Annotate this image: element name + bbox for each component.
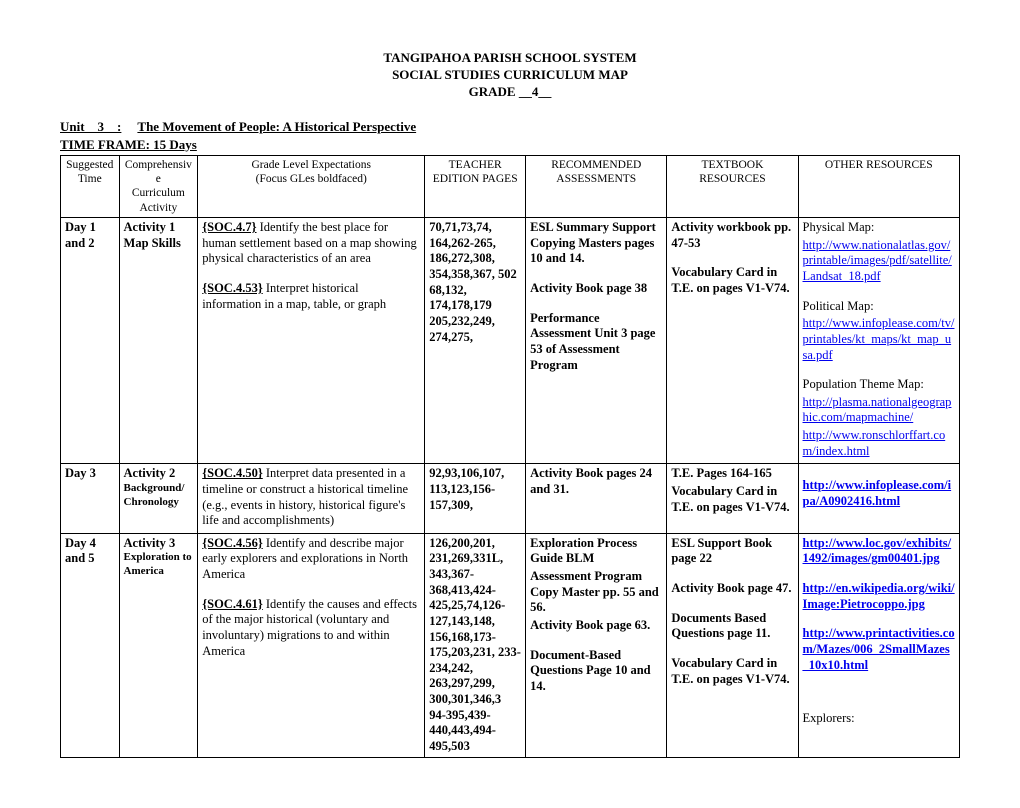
cell-textbook: T.E. Pages 164-165 Vocabulary Card in T.… — [667, 464, 798, 534]
link[interactable]: http://www.printactivities.com/Mazes/006… — [803, 626, 955, 671]
cell-tep: 70,71,73,74, 164,262-265, 186,272,308, 3… — [425, 218, 526, 464]
table-row: Day 1 and 2 Activity 1 Map Skills {SOC.4… — [61, 218, 960, 464]
curriculum-table: Suggested Time Comprehensive Curriculum … — [60, 155, 960, 758]
cell-resources: Physical Map: http://www.nationalatlas.g… — [798, 218, 959, 464]
unit-line: Unit__3__: The Movement of People: A His… — [60, 119, 960, 135]
header-line2: SOCIAL STUDIES CURRICULUM MAP — [60, 67, 960, 84]
cell-time: Day 1 and 2 — [61, 218, 120, 464]
cell-activity: Activity 1 Map Skills — [119, 218, 198, 464]
cell-activity: Activity 3 Exploration to America — [119, 533, 198, 757]
th-tep: TEACHER EDITION PAGES — [425, 155, 526, 218]
cell-time: Day 4 and 5 — [61, 533, 120, 757]
doc-header: TANGIPAHOA PARISH SCHOOL SYSTEM SOCIAL S… — [60, 50, 960, 101]
link[interactable]: http://www.infoplease.com/tv/printables/… — [803, 316, 955, 361]
link[interactable]: http://www.ronschlorffart.com/index.html — [803, 428, 946, 458]
cell-tep: 92,93,106,107, 113,123,156-157,309, — [425, 464, 526, 534]
th-resources: OTHER RESOURCES — [798, 155, 959, 218]
cell-gle: {SOC.4.56} Identify and describe major e… — [198, 533, 425, 757]
cell-textbook: ESL Support Book page 22 Activity Book p… — [667, 533, 798, 757]
th-textbook: TEXTBOOK RESOURCES — [667, 155, 798, 218]
table-row: Day 3 Activity 2 Background/ Chronology … — [61, 464, 960, 534]
cell-gle: {SOC.4.50} Interpret data presented in a… — [198, 464, 425, 534]
cell-textbook: Activity workbook pp. 47-53 Vocabulary C… — [667, 218, 798, 464]
cell-gle: {SOC.4.7} Identify the best place for hu… — [198, 218, 425, 464]
cell-time: Day 3 — [61, 464, 120, 534]
header-line3: GRADE __4__ — [60, 84, 960, 101]
cell-resources: http://www.loc.gov/exhibits/1492/images/… — [798, 533, 959, 757]
th-gle: Grade Level Expectations (Focus GLes bol… — [198, 155, 425, 218]
cell-resources: http://www.infoplease.com/ipa/A0902416.h… — [798, 464, 959, 534]
th-time: Suggested Time — [61, 155, 120, 218]
cell-tep: 126,200,201, 231,269,331L, 343,367-368,4… — [425, 533, 526, 757]
link[interactable]: http://www.infoplease.com/ipa/A0902416.h… — [803, 478, 952, 508]
cell-assess: Activity Book pages 24 and 31. — [526, 464, 667, 534]
cell-assess: ESL Summary Support Copying Masters page… — [526, 218, 667, 464]
th-activity: Comprehensive Curriculum Activity — [119, 155, 198, 218]
link[interactable]: http://www.loc.gov/exhibits/1492/images/… — [803, 536, 952, 566]
table-header-row: Suggested Time Comprehensive Curriculum … — [61, 155, 960, 218]
timeframe: TIME FRAME: 15 Days — [60, 137, 960, 153]
cell-assess: Exploration Process Guide BLM Assessment… — [526, 533, 667, 757]
unit-label: Unit__3__: — [60, 119, 121, 134]
cell-activity: Activity 2 Background/ Chronology — [119, 464, 198, 534]
th-assess: RECOMMENDED ASSESSMENTS — [526, 155, 667, 218]
header-line1: TANGIPAHOA PARISH SCHOOL SYSTEM — [60, 50, 960, 67]
link[interactable]: http://en.wikipedia.org/wiki/Image:Pietr… — [803, 581, 955, 611]
link[interactable]: http://www.nationalatlas.gov/printable/i… — [803, 238, 952, 283]
link[interactable]: http://plasma.nationalgeographic.com/map… — [803, 395, 952, 425]
unit-title: The Movement of People: A Historical Per… — [137, 119, 416, 134]
table-row: Day 4 and 5 Activity 3 Exploration to Am… — [61, 533, 960, 757]
